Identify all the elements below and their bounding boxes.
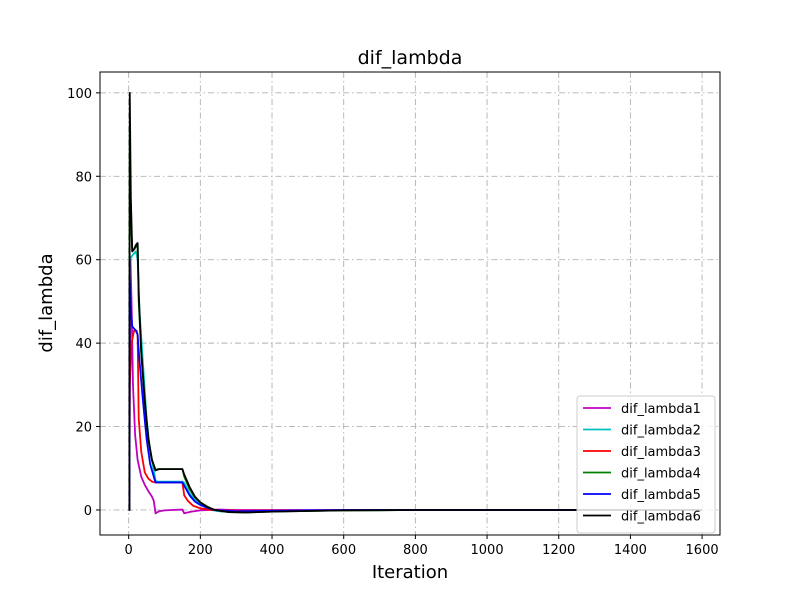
chart-title: dif_lambda [358,47,463,69]
y-tick-label: 40 [75,337,92,352]
legend-label-dif_lambda3: dif_lambda3 [621,445,701,460]
legend-label-dif_lambda6: dif_lambda6 [621,510,701,525]
x-tick-label: 1400 [614,543,647,558]
legend-label-dif_lambda5: dif_lambda5 [621,488,701,503]
axes [99,71,721,536]
y-tick-label: 20 [75,421,92,436]
legend-label-dif_lambda1: dif_lambda1 [621,402,701,417]
series-line-dif_lambda6 [128,91,703,514]
legend-label-dif_lambda2: dif_lambda2 [621,424,701,439]
y-tick-label: 60 [75,254,92,269]
legend: dif_lambda1 dif_lambda2 dif_lambda3 dif_lam… [576,395,716,534]
x-tick-label: 400 [260,543,285,558]
x-tick-label: 1600 [686,543,719,558]
y-tick-label: 0 [84,504,92,519]
x-tick-label: 1200 [542,543,575,558]
ticks: 0 200 400 600 800 1000 1200 1400 1600 0 20 40 60 80 10… [67,87,718,558]
legend-box [576,395,716,534]
x-tick-label: 200 [188,543,213,558]
plot-frame [99,71,721,536]
series-lines [128,91,703,515]
y-tick-label: 100 [67,87,92,102]
y-tick-label: 80 [75,170,92,185]
x-tick-label: 1000 [471,543,504,558]
x-tick-label: 800 [403,543,428,558]
legend-label-dif_lambda4: dif_lambda4 [621,467,701,482]
x-tick-label: 0 [125,543,133,558]
x-axis-label: Iteration [372,562,448,583]
x-tick-label: 600 [331,543,356,558]
y-axis-label: dif_lambda [36,253,57,352]
